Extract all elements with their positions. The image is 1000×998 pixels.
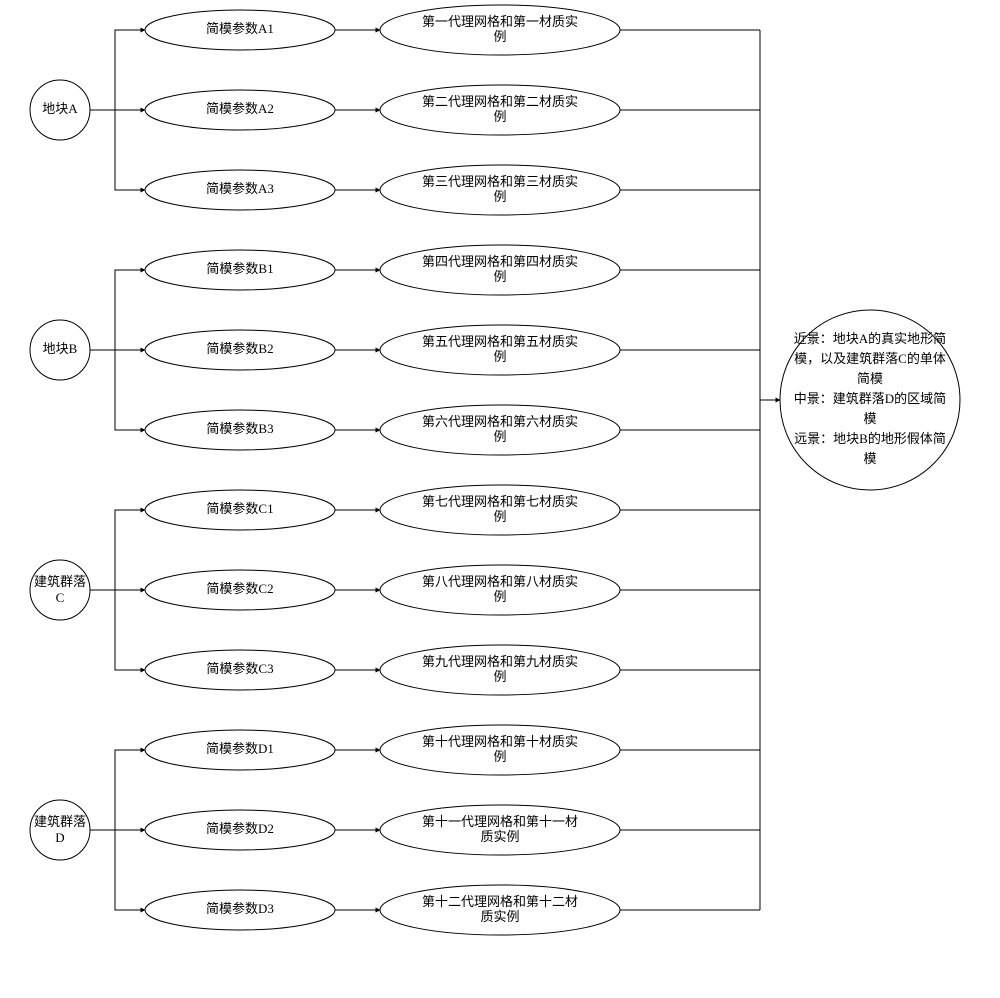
result-text-line: 简模	[857, 371, 883, 386]
instance-label: 例	[493, 189, 506, 204]
source-label: D	[55, 830, 64, 845]
instance-label: 第四代理网格和第四材质实	[422, 254, 578, 269]
result-text-line: 模	[863, 411, 876, 426]
param-label: 简模参数A3	[206, 181, 274, 196]
edge-source-to-param	[90, 270, 145, 350]
edge-source-to-param	[90, 590, 145, 670]
instance-label: 例	[493, 29, 506, 44]
instance-label: 质实例	[480, 909, 519, 924]
param-label: 简模参数C3	[206, 661, 273, 676]
edge-source-to-param	[90, 110, 145, 190]
flowchart-diagram: 地块A地块B建筑群落C建筑群落D简模参数A1第一代理网格和第一材质实例简模参数A…	[0, 0, 1000, 998]
param-label: 简模参数D3	[206, 901, 274, 916]
param-label: 简模参数B2	[206, 341, 273, 356]
instance-label: 第十二代理网格和第十二材	[422, 894, 578, 909]
instance-label: 第六代理网格和第六材质实	[422, 414, 578, 429]
source-label: 地块B	[43, 341, 78, 356]
instance-label: 第八代理网格和第八材质实	[422, 574, 578, 589]
instance-label: 例	[493, 429, 506, 444]
source-label: 建筑群落	[34, 574, 86, 589]
instance-label: 第五代理网格和第五材质实	[422, 334, 578, 349]
source-label: 地块A	[42, 101, 78, 116]
result-text-line: 模，以及建筑群落C的单体	[794, 351, 946, 366]
instance-label: 第二代理网格和第二材质实	[422, 94, 578, 109]
instance-label: 例	[493, 109, 506, 124]
instance-label: 例	[493, 669, 506, 684]
source-label: C	[56, 590, 65, 605]
param-label: 简模参数D1	[206, 741, 274, 756]
result-text-line: 近景：地块A的真实地形简	[794, 331, 946, 346]
result-text-line: 中景：建筑群落D的区域简	[794, 391, 946, 406]
param-label: 简模参数C1	[206, 501, 273, 516]
edge-source-to-param	[90, 510, 145, 590]
result-text-line: 远景：地块B的地形假体简	[794, 431, 946, 446]
edge-source-to-param	[90, 30, 145, 110]
param-label: 简模参数D2	[206, 821, 274, 836]
param-label: 简模参数A1	[206, 21, 274, 36]
param-label: 简模参数C2	[206, 581, 273, 596]
instance-label: 质实例	[480, 829, 519, 844]
param-label: 简模参数B3	[206, 421, 273, 436]
instance-label: 第十代理网格和第十材质实	[422, 734, 578, 749]
instance-label: 第十一代理网格和第十一材	[422, 814, 578, 829]
instance-label: 第九代理网格和第九材质实	[422, 654, 578, 669]
instance-label: 第三代理网格和第三材质实	[422, 174, 578, 189]
instance-label: 例	[493, 589, 506, 604]
instance-label: 例	[493, 269, 506, 284]
edge-source-to-param	[90, 830, 145, 910]
instance-label: 例	[493, 349, 506, 364]
param-label: 简模参数B1	[206, 261, 273, 276]
param-label: 简模参数A2	[206, 101, 274, 116]
instance-label: 第一代理网格和第一材质实	[422, 14, 578, 29]
instance-label: 第七代理网格和第七材质实	[422, 494, 578, 509]
instance-label: 例	[493, 749, 506, 764]
instance-label: 例	[493, 509, 506, 524]
edge-source-to-param	[90, 750, 145, 830]
source-label: 建筑群落	[34, 814, 86, 829]
result-text-line: 模	[863, 451, 876, 466]
edge-source-to-param	[90, 350, 145, 430]
